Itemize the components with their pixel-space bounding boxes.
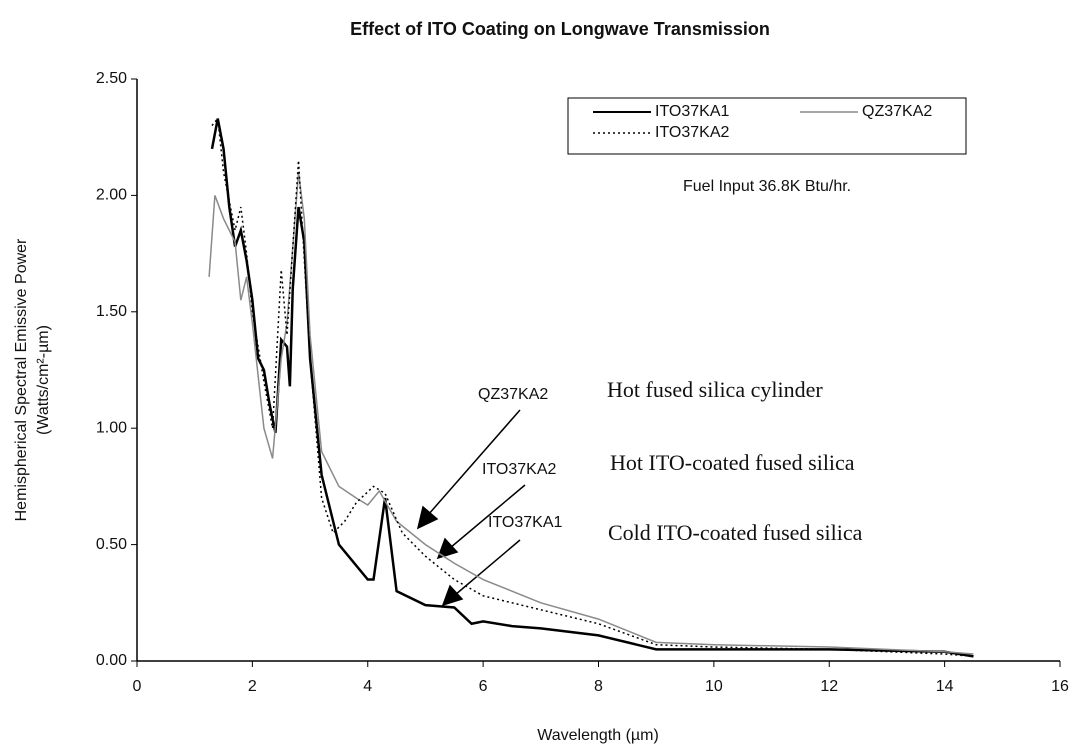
x-tick-label: 14: [936, 678, 954, 695]
x-tick-label: 2: [248, 678, 257, 695]
annotation: QZ37KA2: [478, 386, 548, 403]
y-tick-label: 1.50: [96, 303, 127, 320]
annotation: Fuel Input 36.8K Btu/hr.: [683, 178, 851, 195]
y-tick-label: 1.00: [96, 419, 127, 436]
arrow: [449, 484, 526, 549]
legend-label: ITO37KA2: [655, 124, 730, 141]
x-tick-label: 12: [820, 678, 838, 695]
y-axis-label: Hemispherical Spectral Emissive Power: [13, 238, 30, 521]
annotation: Cold ITO-coated fused silica: [608, 520, 863, 545]
x-tick-label: 10: [705, 678, 723, 695]
chart-title: Effect of ITO Coating on Longwave Transm…: [350, 19, 770, 39]
y-axis-label: (Watts/cm²-µm): [35, 325, 52, 435]
annotation: Hot ITO-coated fused silica: [610, 450, 855, 475]
legend-label: QZ37KA2: [862, 103, 932, 120]
y-tick-label: 0.00: [96, 652, 127, 669]
annotation: ITO37KA1: [488, 514, 563, 531]
arrows: [416, 409, 526, 607]
x-tick-label: 0: [133, 678, 142, 695]
y-tick-label: 2.00: [96, 187, 127, 204]
arrow: [427, 409, 521, 516]
y-tick-label: 0.50: [96, 536, 127, 553]
series-line: [208, 172, 974, 655]
annotation: ITO37KA2: [482, 461, 557, 478]
series-line: [211, 116, 974, 658]
annotation: Hot fused silica cylinder: [607, 377, 823, 402]
arrowhead: [436, 537, 459, 560]
x-tick-label: 8: [594, 678, 603, 695]
x-axis-label: Wavelength (µm): [537, 727, 659, 744]
x-tick-label: 4: [363, 678, 372, 695]
x-tick-label: 6: [479, 678, 488, 695]
arrow: [454, 539, 521, 596]
arrowhead: [416, 505, 439, 530]
y-tick-label: 2.50: [96, 70, 127, 87]
legend-box: [567, 97, 967, 155]
arrowhead: [441, 584, 464, 607]
legend-label: ITO37KA1: [655, 103, 730, 120]
series-line: [210, 118, 974, 658]
x-tick-label: 16: [1051, 678, 1069, 695]
